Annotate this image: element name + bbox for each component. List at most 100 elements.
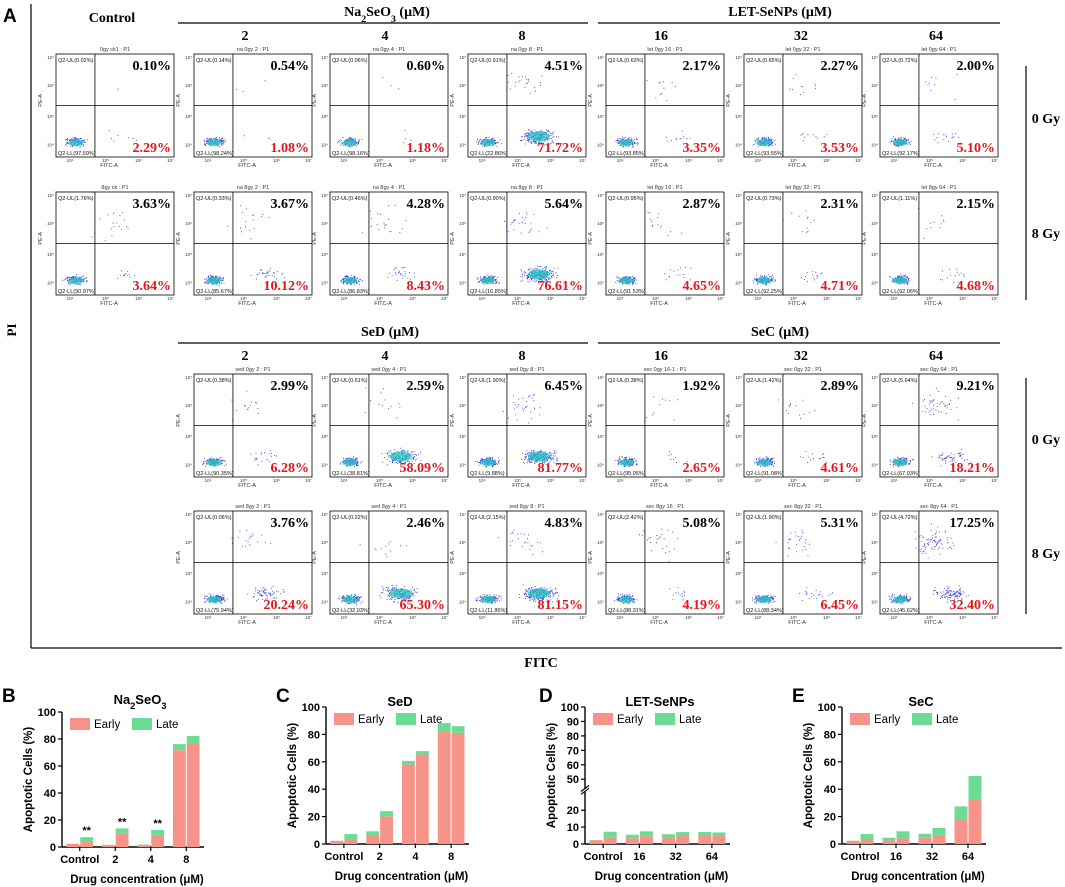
early-apoptosis-percent: 65.30% <box>400 598 446 613</box>
quadrant-ul-label: Q2-UL(0.33%) <box>196 196 232 202</box>
x-axis-name: FITC-A <box>238 163 256 169</box>
legend-swatch-late <box>396 713 416 725</box>
x-tick-label: 4 <box>148 854 155 866</box>
y-tick-label: 20 <box>567 805 579 817</box>
flow-plot: na 0gy 8 : P1 Q2-UL(0.91%) Q2-LL(22.86%) 4.… <box>450 47 587 169</box>
late-apoptosis-percent: 2.27% <box>821 59 860 74</box>
bar-late <box>186 735 200 744</box>
panel-letter: E <box>792 686 805 707</box>
y-tick-label: 10⁶ <box>597 403 604 408</box>
bar-late <box>172 744 186 751</box>
early-apoptosis-percent: 20.24% <box>264 598 310 613</box>
quadrant-ul-label: Q2-UL(0.46%) <box>332 196 368 202</box>
x-tick-label: 10⁴ <box>479 158 486 163</box>
y-tick-label: 10⁷ <box>185 193 192 198</box>
y-tick-label: 100 <box>38 707 56 719</box>
group-label-control: Control <box>89 11 136 26</box>
x-axis-name: FITC-A <box>374 163 392 169</box>
flow-plot: na 8gy 8 : P1 Q2-UL(0.90%) Q2-LL(16.85%) 5.… <box>450 185 587 307</box>
significance-mark: ** <box>118 816 127 828</box>
col-label-bottom-2: 2 <box>242 349 249 364</box>
scatter-dot-cloud <box>476 73 559 147</box>
density-core <box>481 139 496 147</box>
flow-plot-title: sed 0gy 4 : P1 <box>371 367 406 373</box>
col-label-bottom-8: 8 <box>519 349 526 364</box>
y-tick-label: 10⁴ <box>735 281 742 286</box>
y-tick-label: 10⁴ <box>321 281 328 286</box>
quadrant-ul-label: Q2-UL(0.90%) <box>470 196 506 202</box>
bar-late <box>603 831 617 838</box>
quadrant-ll-label: Q2-LL(88.31%) <box>608 608 646 614</box>
x-tick-label: 10⁴ <box>67 158 74 163</box>
x-axis-name: FITC-A <box>374 620 392 626</box>
bar-early <box>639 836 653 844</box>
col-label-top-32: 32 <box>794 29 808 44</box>
bar-late <box>402 760 415 765</box>
density-core <box>893 459 908 467</box>
density-core <box>893 139 908 147</box>
y-tick-label: 10⁵ <box>735 434 742 439</box>
x-tick-label: 16 <box>633 851 645 863</box>
y-axis-name: PE-A <box>726 414 732 427</box>
significance-mark: ** <box>82 825 91 837</box>
y-tick-label: 10⁴ <box>871 281 878 286</box>
x-tick-label: 16 <box>890 851 902 863</box>
quadrant-ll-label: Q2-LL(86.83%) <box>332 289 370 295</box>
x-tick-label: 10⁷ <box>441 615 448 620</box>
y-tick-label: 10⁷ <box>459 375 466 380</box>
scatter-dots <box>615 80 691 148</box>
bar-early <box>846 840 860 844</box>
y-tick-label: 10⁴ <box>321 600 328 605</box>
scatter-dot-cloud <box>475 530 560 604</box>
y-tick-label: 10⁷ <box>321 375 328 380</box>
bar-early <box>366 835 380 844</box>
early-apoptosis-percent: 1.08% <box>271 141 310 156</box>
y-tick-label: 10⁵ <box>735 252 742 257</box>
scatter-dots <box>754 399 827 468</box>
bar-late <box>639 831 653 837</box>
y-tick-label: 90 <box>567 716 579 728</box>
y-tick-label: 10⁵ <box>871 114 878 119</box>
bar-early <box>437 731 451 844</box>
x-tick-label: 10⁶ <box>273 296 280 301</box>
bar-late <box>151 829 165 836</box>
late-apoptosis-percent: 4.83% <box>545 516 584 531</box>
y-tick-label: 10⁶ <box>321 83 328 88</box>
bar-early <box>80 842 94 847</box>
bar-early <box>662 838 676 844</box>
quadrant-ll-label: Q2-LL(92.25%) <box>746 289 784 295</box>
density-core <box>619 459 634 467</box>
x-axis-name: FITC-A <box>238 620 256 626</box>
density-core-early <box>389 588 412 599</box>
scatter-dots <box>340 204 416 286</box>
x-tick-label: 10⁷ <box>855 158 862 163</box>
y-tick-label: 10⁴ <box>47 281 54 286</box>
quadrant-ul-label: Q2-UL(1.11%) <box>882 196 917 202</box>
x-tick-label: 10⁵ <box>376 158 383 163</box>
early-apoptosis-percent: 4.71% <box>821 279 860 294</box>
x-tick-label: 10⁶ <box>409 296 416 301</box>
y-tick-label: 10⁶ <box>185 540 192 545</box>
bar-late <box>676 832 690 837</box>
y-tick-label: 10⁶ <box>459 403 466 408</box>
y-tick-label: 10⁴ <box>47 143 54 148</box>
scatter-dot-cloud <box>339 387 422 468</box>
group-label-letsenps: LET-SeNPs (μM) <box>728 5 832 20</box>
quadrant-ul-label: Q2-UL(0.51%) <box>332 378 368 384</box>
flow-cytometry-grid: 0gy ck1 : P1 Q2-UL(0.02%) Q2-LL(97.59%) 0.1… <box>38 47 999 626</box>
quadrant-ll-label: Q2-LL(93.55%) <box>746 151 784 157</box>
legend-label-late: Late <box>936 714 958 726</box>
y-axis-title: Apoptotic Cells (%) <box>287 723 299 829</box>
legend-label-late: Late <box>679 714 701 726</box>
scatter-dots <box>203 530 285 604</box>
quadrant-ll-label: Q2-LL(90.35%) <box>196 471 234 477</box>
flow-plot-title: sec 8gy 32 : P1 <box>784 504 822 510</box>
x-tick-label: 10⁵ <box>376 296 383 301</box>
y-axis-name: PE-A <box>176 232 182 245</box>
x-tick-label: 10⁷ <box>579 478 586 483</box>
density-core <box>207 459 222 467</box>
x-tick-label: 10⁴ <box>617 615 624 620</box>
